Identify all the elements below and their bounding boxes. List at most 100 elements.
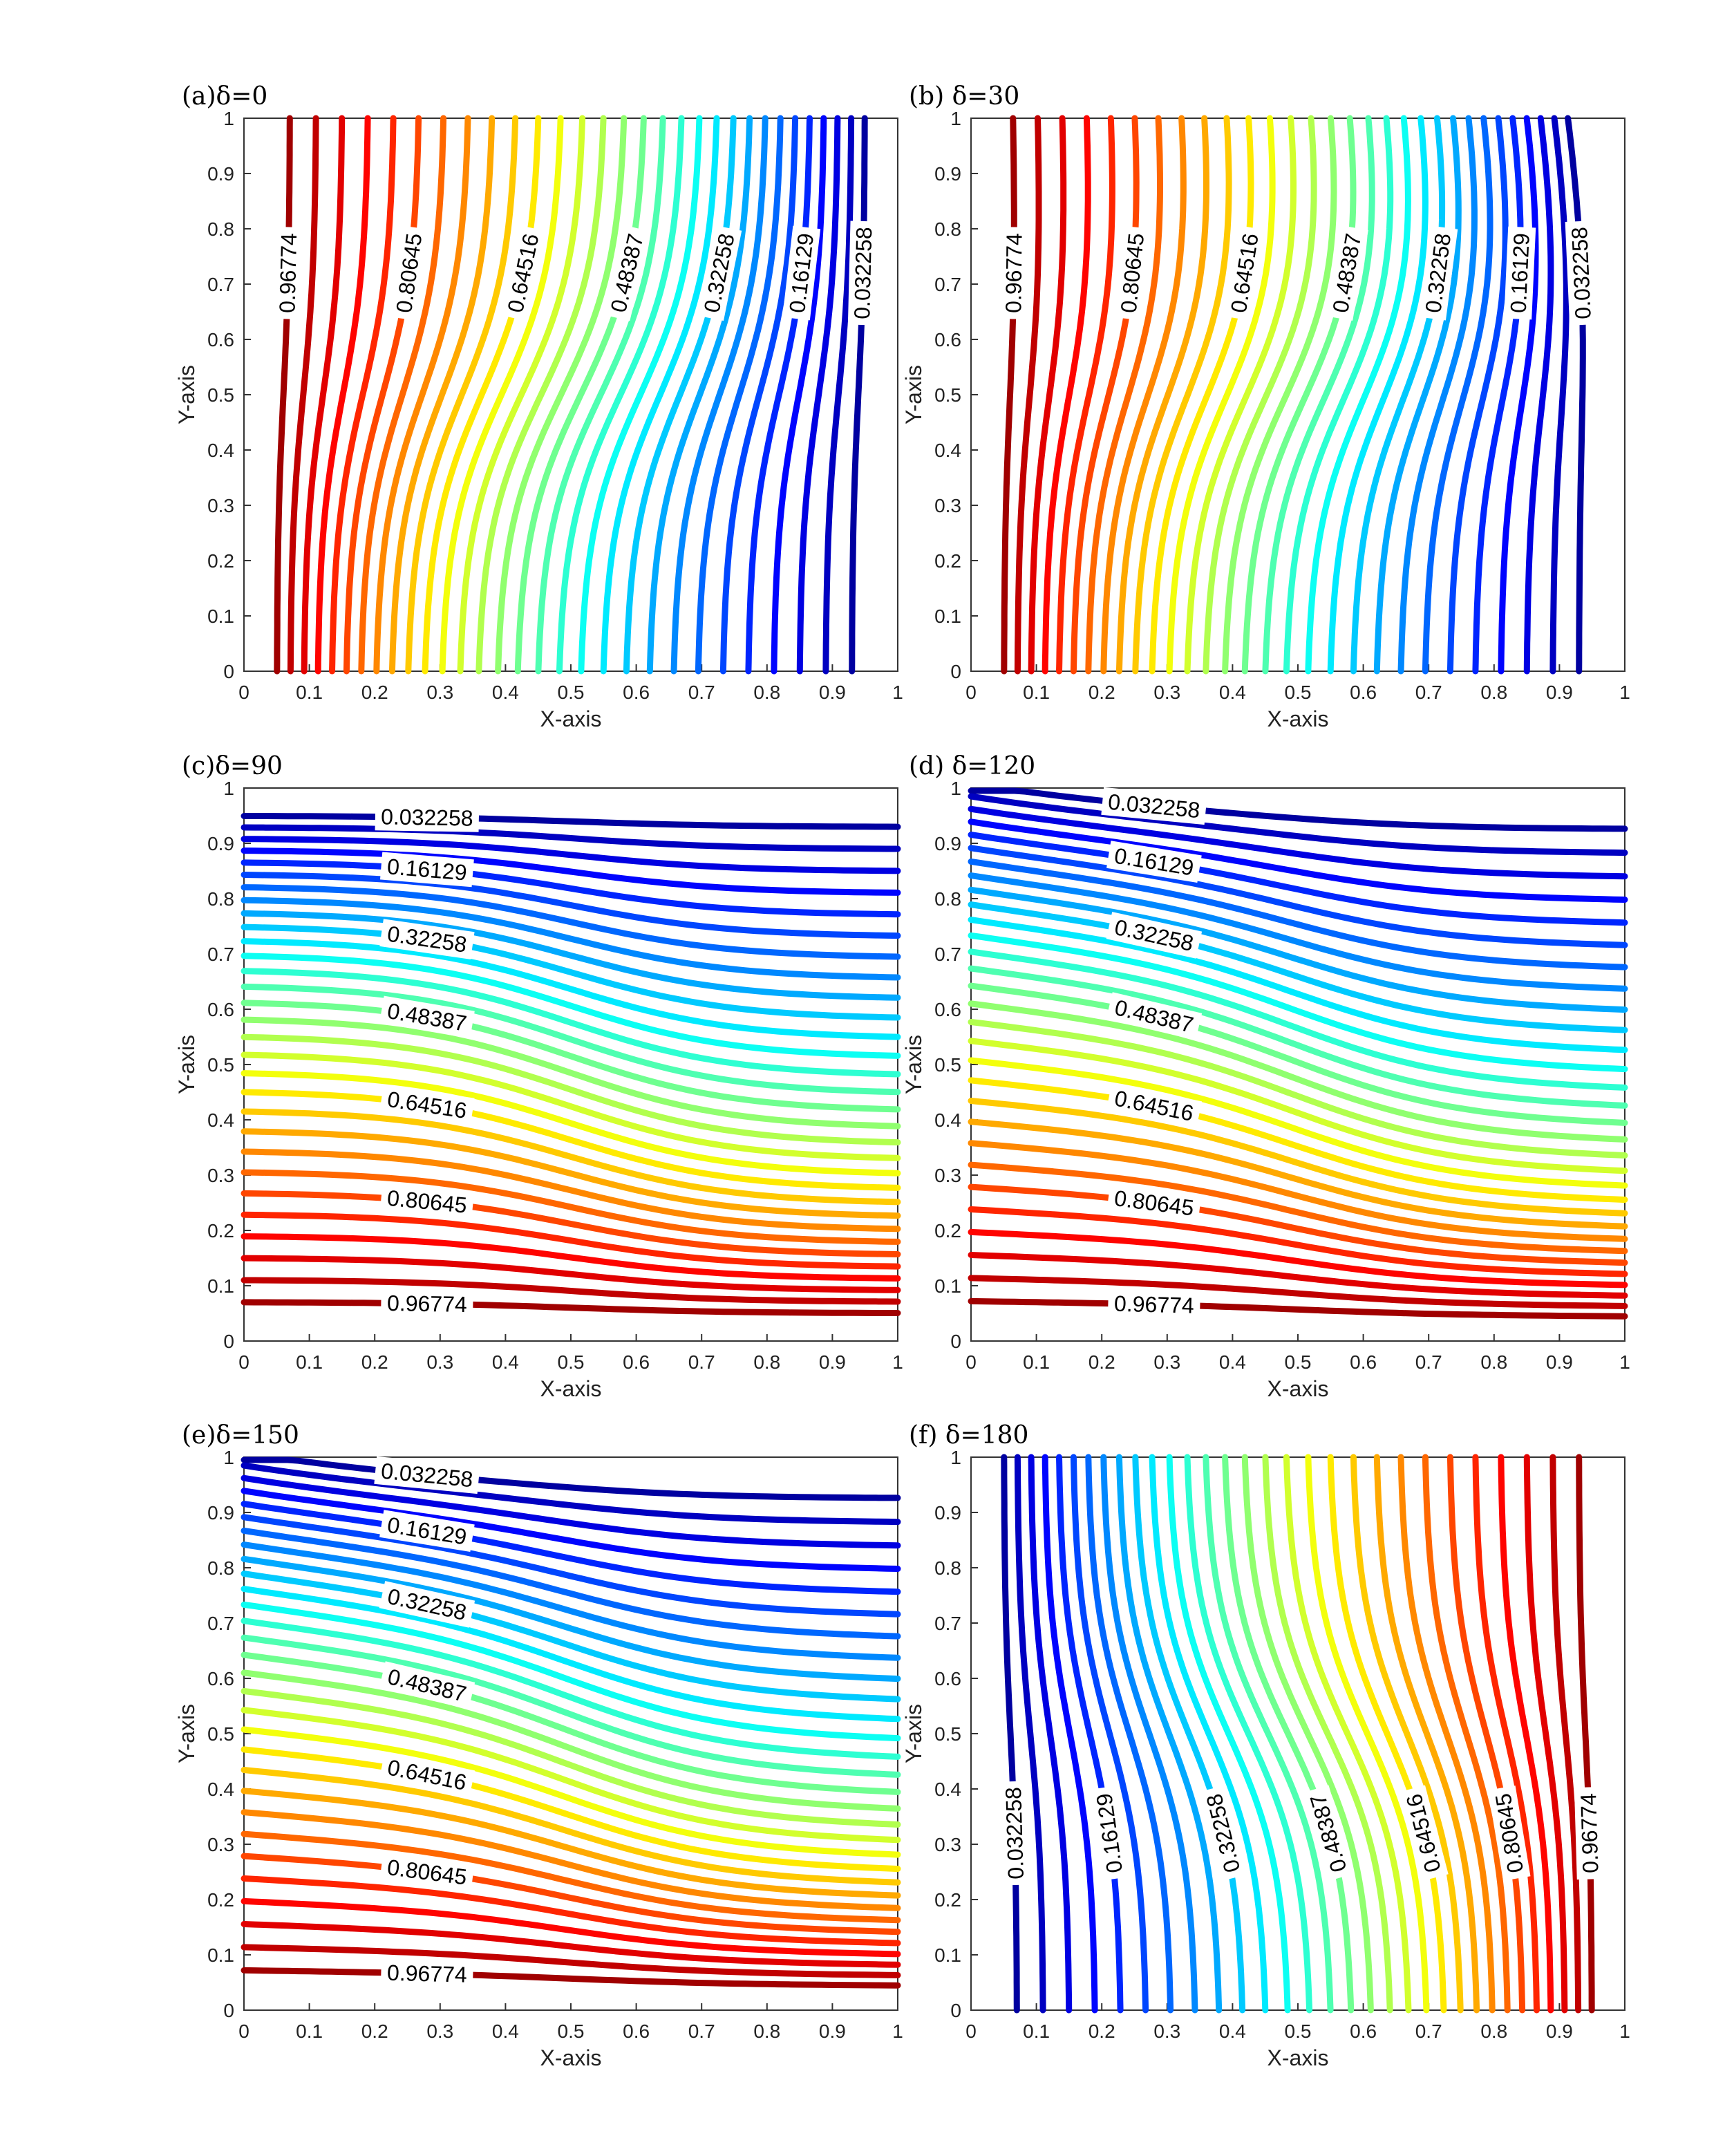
y-tick-label: 0.9: [207, 833, 234, 854]
contour-line: [968, 1183, 1628, 1266]
contour-line: [241, 1148, 901, 1232]
x-tick-label: 0.6: [623, 1351, 650, 1373]
x-tick-label: 1: [1619, 682, 1630, 703]
contour-line: [796, 115, 841, 675]
x-tick-label: 0.3: [426, 682, 453, 703]
contour-line: [241, 859, 901, 918]
contour-line: [241, 1070, 901, 1177]
contour-line: [241, 983, 901, 1096]
contour-line: [1085, 1454, 1174, 2014]
contour-line: [241, 1233, 901, 1282]
contour-label: 0.96774: [273, 227, 303, 319]
contour-line: [314, 115, 371, 675]
contour-line: [968, 872, 1628, 992]
x-tick-label: 0.2: [361, 682, 388, 703]
y-tick-label: 0.6: [934, 1668, 961, 1689]
contour-line: [1115, 115, 1209, 675]
contour-line: [241, 1809, 901, 1911]
y-tick-label: 0.9: [934, 1502, 961, 1524]
y-tick-label: 0.3: [934, 495, 961, 516]
y-tick-label: 0.8: [207, 888, 234, 910]
x-tick-label: 0.7: [688, 1351, 715, 1373]
contour-label-bg: [782, 225, 821, 321]
contour-line: [822, 115, 855, 675]
contour-line: [1028, 115, 1067, 675]
contour-label-bg: [380, 1958, 473, 1989]
contour-line: [1166, 1454, 1291, 2014]
contour-line: [358, 115, 447, 675]
contour-line: [1203, 1454, 1334, 2014]
contour-line: [241, 1277, 901, 1305]
contour-label-bg: [1107, 1289, 1200, 1320]
y-tick-label: 0.2: [934, 1220, 961, 1241]
contour-label-text: 0.96774: [387, 1291, 467, 1317]
x-tick-label: 0.3: [1153, 1351, 1180, 1373]
contour-line: [1373, 115, 1462, 675]
contour-line: [1350, 115, 1446, 675]
contour-line: [241, 1051, 901, 1161]
y-tick-label: 0.5: [934, 1723, 961, 1745]
x-tick-label: 0.9: [819, 2021, 846, 2042]
x-tick-label: 0.8: [753, 2021, 780, 2042]
y-tick-label: 0.7: [207, 1613, 234, 1634]
contour-line: [1446, 115, 1509, 675]
contour-label: 0.96774: [1107, 1289, 1200, 1320]
contour-line: [241, 1255, 901, 1293]
contour-label-bg: [1101, 787, 1207, 825]
contour-line: [241, 1707, 901, 1844]
contour-line: [274, 115, 293, 675]
y-tick-label: 1: [950, 108, 961, 129]
y-tick-label: 0.8: [934, 218, 961, 240]
y-tick-label: 0.9: [934, 163, 961, 185]
contour-line: [1056, 1454, 1124, 2014]
contour-line: [241, 824, 901, 852]
contour-line: [241, 847, 901, 896]
contour-line: [1001, 115, 1017, 675]
y-tick-label: 0.2: [207, 1220, 234, 1241]
contour-line: [968, 901, 1628, 1033]
contour-line: [1184, 115, 1297, 675]
contour-line: [968, 1118, 1628, 1230]
contour-label-bg: [999, 1781, 1030, 1886]
y-tick-label: 0.3: [207, 1165, 234, 1186]
contour-line: [1549, 1454, 1582, 2014]
contour-line: [849, 115, 868, 675]
contour-line: [1149, 1454, 1269, 2014]
x-tick-label: 0.4: [1219, 682, 1246, 703]
contour-line: [241, 1527, 901, 1640]
contour-line: [329, 115, 397, 675]
contour-label-bg: [379, 852, 474, 888]
contour-line: [623, 115, 737, 675]
contour-line: [968, 1297, 1628, 1320]
contour-label-bg: [1106, 992, 1203, 1040]
x-tick-label: 0.6: [1350, 682, 1377, 703]
contour-label-bg: [1504, 226, 1536, 320]
contour-label: 0.032258: [1565, 221, 1598, 326]
contour-line: [241, 1651, 901, 1795]
contour-line: [241, 1514, 901, 1618]
contour-line: [1305, 115, 1411, 675]
x-tick-label: 0.6: [623, 682, 650, 703]
x-tick-label: 0.8: [753, 682, 780, 703]
y-tick-label: 0.7: [934, 274, 961, 295]
contour-line: [388, 115, 496, 675]
y-tick-label: 0.2: [934, 550, 961, 572]
x-tick-label: 0.9: [1546, 682, 1573, 703]
contour-line: [1422, 115, 1493, 675]
y-tick-label: 0.7: [934, 1613, 961, 1634]
contour-line: [241, 1033, 901, 1146]
contour-label-text: 0.032258: [1567, 227, 1596, 320]
contour-panel-2: (b) δ=30 0 0.1 0.2 0.3 0.4 0.5 0.6 0.7 0.8 0.9 1 0 0.…: [901, 82, 1630, 731]
contour-line: [241, 1921, 901, 1968]
contour-label-text: 0.96774: [1001, 233, 1026, 313]
y-tick-label: 0: [223, 661, 234, 682]
x-tick-label: 0.2: [361, 1351, 388, 1373]
y-tick-label: 0: [950, 661, 961, 682]
contour-label: 0.80645: [379, 1852, 475, 1892]
y-tick-label: 0.9: [207, 1502, 234, 1524]
contour-line: [1132, 115, 1232, 675]
contour-line: [968, 965, 1628, 1109]
contour-line: [241, 1016, 901, 1129]
y-axis-label: Y-axis: [174, 1704, 199, 1763]
contour-line: [241, 1726, 901, 1858]
